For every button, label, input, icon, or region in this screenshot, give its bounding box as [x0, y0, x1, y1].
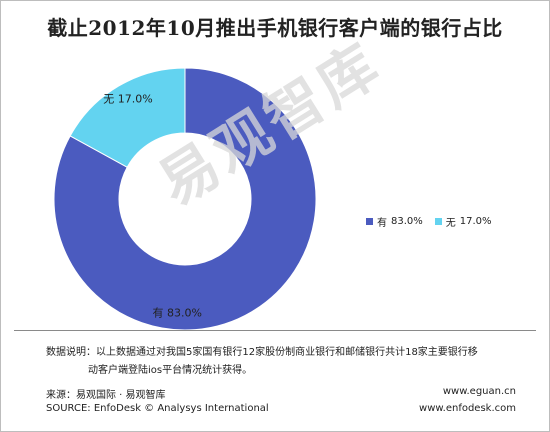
legend: 有 83.0% 无 17.0% [366, 214, 492, 229]
url-eguan: www.eguan.cn [442, 386, 516, 397]
data-note-line2: 动客户端登陆ios平台情况统计获得。 [88, 365, 253, 376]
legend-label-no: 无 [445, 218, 456, 229]
data-note: 数据说明：以上数据通过对我国5家国有银行12家股份制商业银行和邮储银行共计18家… [46, 344, 526, 380]
url-enfodesk: www.enfodesk.com [419, 403, 516, 414]
chart-title: 截止2012年10月推出手机银行客户端的银行占比 [47, 16, 503, 40]
slice-label-no: 无 17.0% [103, 93, 152, 106]
legend-swatch-yes [366, 218, 373, 225]
donut-slice-no [69, 67, 186, 168]
legend-value-yes: 83.0% [391, 216, 423, 227]
legend-item-yes: 有 83.0% [366, 214, 423, 229]
legend-item-no: 无 17.0% [434, 214, 492, 229]
source-cn: 来源：易观国际 · 易观智库 [46, 390, 166, 401]
legend-swatch-no [434, 218, 442, 225]
donut-slice-yes [53, 67, 317, 331]
slice-label-yes: 有 83.0% [152, 306, 201, 320]
legend-value-no: 17.0% [459, 216, 492, 227]
source-en: SOURCE: EnfoDesk © Analysys Internationa… [46, 403, 269, 414]
data-note-line1: 数据说明：以上数据通过对我国5家国有银行12家股份制商业银行和邮储银行共计18家… [46, 347, 478, 358]
legend-label-yes: 有 [377, 218, 387, 229]
footer-divider [14, 330, 536, 331]
